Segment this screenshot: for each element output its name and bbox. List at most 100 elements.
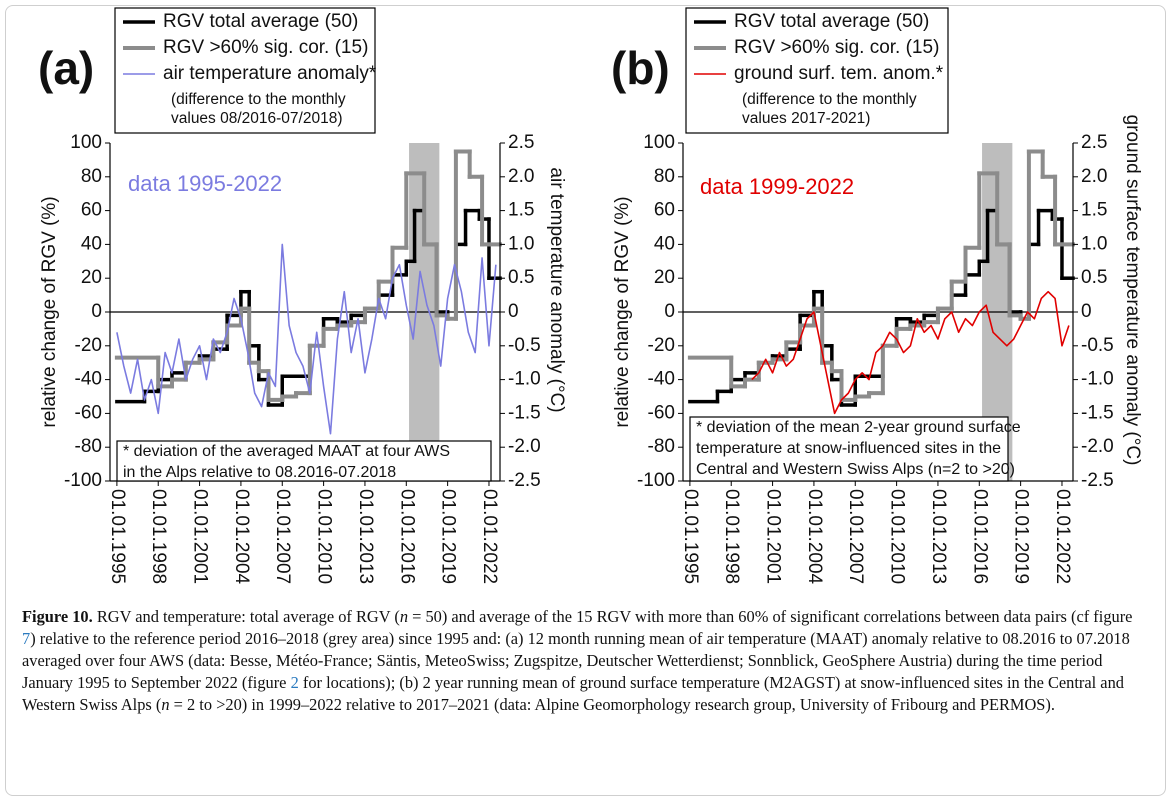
caption-link[interactable]: 7 bbox=[22, 629, 31, 648]
legend-note: values 2017-2021) bbox=[742, 110, 870, 127]
legend-note: values 08/2016-07/2018) bbox=[171, 110, 343, 127]
series-line bbox=[116, 243, 497, 435]
x-tick-label: 01.01.2007 bbox=[272, 489, 293, 584]
y2-tick-label: 0.5 bbox=[508, 267, 534, 288]
x-tick-label: 01.01.2022 bbox=[1052, 489, 1073, 584]
caption-link[interactable]: 2 bbox=[290, 673, 299, 692]
y2-tick-label: -2.5 bbox=[508, 470, 541, 491]
x-tick-label: 01.01.2010 bbox=[887, 489, 908, 584]
caption-label: Figure 10. bbox=[22, 607, 93, 626]
y-tick-label: -80 bbox=[75, 436, 102, 457]
y-tick-label: 60 bbox=[654, 200, 675, 221]
x-tick-label: 01.01.1995 bbox=[680, 489, 701, 584]
x-tick-label: 01.01.2013 bbox=[355, 489, 376, 584]
x-tick-label: 01.01.2004 bbox=[804, 489, 825, 585]
y-tick-label: -40 bbox=[648, 369, 675, 390]
caption-text: = 2 to >20) in 1999–2022 relative to 201… bbox=[169, 695, 1055, 714]
y-tick-label: 0 bbox=[91, 301, 102, 322]
y2-axis-label: air temperature anomaly (°C) bbox=[546, 167, 567, 412]
y-tick-label: 60 bbox=[81, 200, 102, 221]
y2-tick-label: -2.0 bbox=[1081, 436, 1114, 457]
note-text: temperature at snow-influenced sites in … bbox=[696, 440, 1001, 457]
x-tick-label: 01.01.2016 bbox=[969, 489, 990, 584]
figure: 100 80 60 40 20 0 -20 -40 -60 -80 -100 2.5 2.0 1.5 1.0… bbox=[38, 7, 1143, 585]
y2-tick-label: 2.5 bbox=[508, 132, 534, 153]
x-tick-label: 01.01.1995 bbox=[107, 489, 128, 584]
panel-label: (a) bbox=[38, 42, 94, 94]
legend-box bbox=[685, 7, 949, 134]
legend-label: RGV total average (50) bbox=[734, 11, 929, 32]
caption-text: = 50) and average of the 15 RGV with mor… bbox=[408, 607, 1133, 626]
caption-text: RGV and temperature: total average of RG… bbox=[96, 607, 400, 626]
data-period: data 1995-2022 bbox=[128, 171, 282, 196]
x-tick-label: 01.01.2004 bbox=[231, 489, 252, 585]
y2-tick-label: 1.0 bbox=[508, 233, 534, 254]
x-tick-label: 01.01.2001 bbox=[190, 489, 211, 584]
y-tick-label: 100 bbox=[70, 132, 102, 153]
legend: RGV total average (50) RGV >60% sig. cor.… bbox=[114, 7, 377, 134]
legend-note: (difference to the monthly bbox=[171, 91, 346, 108]
y-tick-label: -60 bbox=[75, 402, 102, 423]
figure-frame bbox=[5, 5, 1166, 796]
y-tick-label: 40 bbox=[654, 233, 675, 254]
y2-tick-label: 2.0 bbox=[508, 166, 534, 187]
note-text: in the Alps relative to 08.2016-07.2018 bbox=[123, 464, 396, 481]
x-tick-label: 01.01.2016 bbox=[396, 489, 417, 584]
y-tick-label: -20 bbox=[75, 335, 102, 356]
x-tick-label: 01.01.1998 bbox=[721, 489, 742, 584]
y-tick-label: -60 bbox=[648, 402, 675, 423]
x-tick-label: 01.01.2007 bbox=[845, 489, 866, 584]
y2-tick-label: 0 bbox=[508, 301, 519, 322]
y-tick-label: 100 bbox=[643, 132, 675, 153]
y2-tick-label: 1.5 bbox=[1081, 200, 1107, 221]
x-tick-label: 01.01.2022 bbox=[479, 489, 500, 584]
y2-tick-label: 2.5 bbox=[1081, 132, 1107, 153]
y2-tick-label: 0.5 bbox=[1081, 267, 1107, 288]
legend-note: (difference to the monthly bbox=[742, 91, 917, 108]
y2-axis-label: ground surface temperature anomaly (°C) bbox=[1122, 115, 1143, 466]
legend-label: ground surf. tem. anom.* bbox=[734, 63, 944, 84]
y2-tick-label: -2.5 bbox=[1081, 470, 1114, 491]
y2-tick-label: -0.5 bbox=[508, 335, 541, 356]
y2-tick-label: -0.5 bbox=[1081, 335, 1114, 356]
caption-text: n bbox=[161, 695, 170, 714]
legend-box bbox=[114, 7, 376, 134]
caption-text: ) relative to the reference period 2016–… bbox=[22, 629, 1130, 692]
y-axis-label: relative change of RGV (%) bbox=[39, 196, 60, 427]
legend-label: RGV >60% sig. cor. (15) bbox=[163, 37, 368, 58]
y2-tick-label: 0 bbox=[1081, 301, 1092, 322]
legend-label: RGV >60% sig. cor. (15) bbox=[734, 37, 939, 58]
legend-label: air temperature anomaly* bbox=[163, 63, 377, 84]
y-tick-label: 40 bbox=[81, 233, 102, 254]
caption-text: for locations); (b) 2 year running mean … bbox=[22, 673, 1124, 714]
data-period: data 1999-2022 bbox=[700, 174, 854, 199]
panel-label: (b) bbox=[611, 42, 670, 94]
y-tick-label: -40 bbox=[75, 369, 102, 390]
note-text: Central and Western Swiss Alps (n=2 to >… bbox=[696, 461, 1015, 478]
x-tick-label: 01.01.2001 bbox=[763, 489, 784, 584]
legend-label: RGV total average (50) bbox=[163, 11, 358, 32]
y-tick-label: -20 bbox=[648, 335, 675, 356]
y-tick-label: 80 bbox=[654, 166, 675, 187]
y-tick-label: -100 bbox=[64, 470, 102, 491]
y2-tick-label: -1.5 bbox=[1081, 402, 1114, 423]
y-tick-label: 20 bbox=[81, 267, 102, 288]
note-box bbox=[116, 440, 492, 482]
x-tick-label: 01.01.1998 bbox=[148, 489, 169, 584]
y-tick-label: 80 bbox=[81, 166, 102, 187]
caption-text: n bbox=[399, 607, 409, 626]
legend: RGV total average (50) RGV >60% sig. cor.… bbox=[685, 7, 949, 134]
y2-tick-label: 2.0 bbox=[1081, 166, 1107, 187]
x-tick-label: 01.01.2019 bbox=[1011, 489, 1032, 584]
x-tick-label: 01.01.2010 bbox=[314, 489, 335, 584]
note-box bbox=[689, 416, 1009, 482]
x-tick-label: 01.01.2013 bbox=[928, 489, 949, 584]
y-tick-label: 0 bbox=[664, 301, 675, 322]
y-axis-label: relative change of RGV (%) bbox=[612, 196, 633, 427]
x-tick-label: 01.01.2019 bbox=[438, 489, 459, 584]
y2-tick-label: -1.0 bbox=[1081, 369, 1114, 390]
y2-tick-label: 1.0 bbox=[1081, 233, 1107, 254]
note-text: * deviation of the mean 2-year ground su… bbox=[696, 419, 1021, 436]
y2-tick-label: -1.0 bbox=[508, 369, 541, 390]
